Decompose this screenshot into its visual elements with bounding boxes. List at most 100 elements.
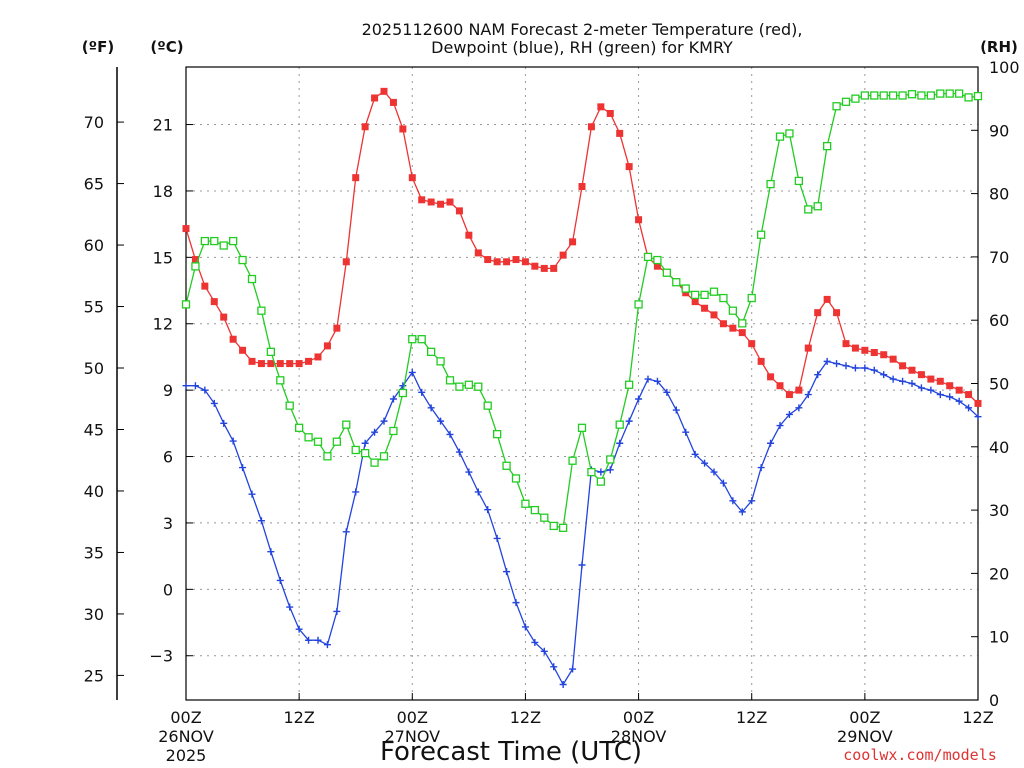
- celsius-tick-label: 15: [153, 248, 173, 267]
- temperature-point: [597, 103, 605, 111]
- fahrenheit-tick-label: 40: [84, 482, 104, 501]
- temperature-point: [257, 360, 265, 368]
- rh-tick-label: 60: [989, 311, 1009, 330]
- dewpoint-point: [286, 603, 294, 611]
- dewpoint-point: [182, 382, 190, 390]
- dewpoint-point: [371, 428, 379, 436]
- temperature-point: [210, 298, 218, 306]
- rh-point: [634, 300, 643, 309]
- dewpoint-point: [965, 404, 973, 412]
- dewpoint-point: [380, 417, 388, 425]
- dewpoint-point: [616, 439, 624, 447]
- dewpoint-point: [776, 422, 784, 430]
- temperature-point: [493, 258, 501, 266]
- temperature-point: [380, 87, 388, 95]
- rh-point: [766, 179, 775, 189]
- dewpoint-point: [512, 599, 520, 607]
- dewpoint-point: [540, 647, 548, 655]
- temperature-point: [908, 366, 916, 374]
- temperature-point: [578, 183, 586, 191]
- dewpoint-point: [503, 568, 511, 576]
- rh-point: [851, 94, 860, 103]
- rh-point: [700, 290, 709, 300]
- rh-point: [841, 97, 851, 106]
- rh-point: [926, 91, 936, 100]
- temperature-point: [446, 198, 454, 206]
- fahrenheit-tick-label: 55: [84, 298, 104, 317]
- dewpoint-point: [682, 428, 690, 436]
- rh-point: [738, 319, 747, 328]
- rh-point: [247, 274, 257, 284]
- temperature-point: [785, 391, 793, 399]
- rh-point: [445, 376, 455, 385]
- dewpoint-point: [559, 681, 567, 689]
- dewpoint-point: [851, 364, 859, 372]
- rh-point: [615, 420, 624, 429]
- dewpoint-point: [484, 506, 492, 514]
- dewpoint-point: [908, 380, 916, 387]
- dewpoint-point: [814, 371, 822, 379]
- dewpoint-point: [276, 576, 284, 584]
- dewpoint-point: [333, 607, 341, 615]
- temperature-point: [371, 94, 379, 102]
- temperature-point: [861, 346, 869, 354]
- dewpoint-point: [239, 464, 247, 472]
- chart-title: 2025112600 NAM Forecast 2-meter Temperat…: [362, 20, 803, 39]
- rh-point: [813, 202, 822, 211]
- temperature-point: [946, 382, 954, 390]
- rh-point: [530, 505, 540, 515]
- rh-point: [870, 91, 879, 100]
- dewpoint-point: [257, 517, 265, 525]
- rh-point: [455, 382, 464, 391]
- dewpoint-point: [220, 419, 228, 427]
- rh-point: [945, 89, 954, 98]
- temperature-point: [691, 298, 699, 306]
- dewpoint-point: [691, 450, 699, 458]
- temperature-point: [767, 373, 775, 381]
- temperature-point: [682, 289, 690, 297]
- fahrenheit-tick-label: 70: [84, 113, 104, 132]
- rh-point: [389, 426, 398, 436]
- rh-tick-label: 80: [989, 185, 1009, 204]
- rh-point: [860, 91, 870, 100]
- temperature-point: [729, 324, 737, 332]
- rh-point: [709, 287, 719, 296]
- time-tick-label: 12Z: [736, 708, 767, 727]
- dewpoint-point: [267, 548, 275, 556]
- dewpoint-point: [474, 488, 482, 496]
- dewpoint-point: [399, 382, 407, 390]
- rh-point: [417, 335, 426, 344]
- dewpoint-point: [870, 366, 878, 374]
- temperature-point: [191, 256, 199, 264]
- temperature-point: [974, 399, 982, 407]
- temperature-point: [738, 329, 746, 337]
- fahrenheit-tick-label: 65: [84, 175, 104, 194]
- credit-label: coolwx.com/models: [843, 746, 997, 764]
- temperature-point: [229, 335, 237, 343]
- dewpoint-point: [974, 413, 982, 421]
- temperature-point: [569, 238, 577, 246]
- dewpoint-point: [295, 625, 303, 633]
- temperature-point: [521, 258, 529, 266]
- temperature-point: [503, 258, 511, 266]
- rh-point: [200, 236, 210, 246]
- grid-lines: [186, 67, 978, 700]
- rh-tick-label: 90: [989, 121, 1009, 140]
- temperature-point: [323, 342, 331, 350]
- rh-point: [596, 477, 606, 486]
- rh-point: [285, 401, 294, 410]
- dewpoint-point: [795, 404, 803, 412]
- dewpoint-point: [823, 357, 831, 365]
- celsius-tick-label: 9: [163, 381, 173, 400]
- temperature-point: [540, 264, 548, 272]
- temperature-point: [295, 360, 303, 368]
- data-series: [181, 87, 983, 689]
- time-tick-label: 12Z: [962, 708, 993, 727]
- year-tick-label: 2025: [166, 746, 207, 765]
- dewpoint-point: [946, 393, 954, 401]
- date-tick-label: 28NOV: [611, 727, 667, 746]
- rh-point: [483, 401, 492, 410]
- temperature-point: [427, 198, 435, 206]
- rh-point: [276, 376, 285, 385]
